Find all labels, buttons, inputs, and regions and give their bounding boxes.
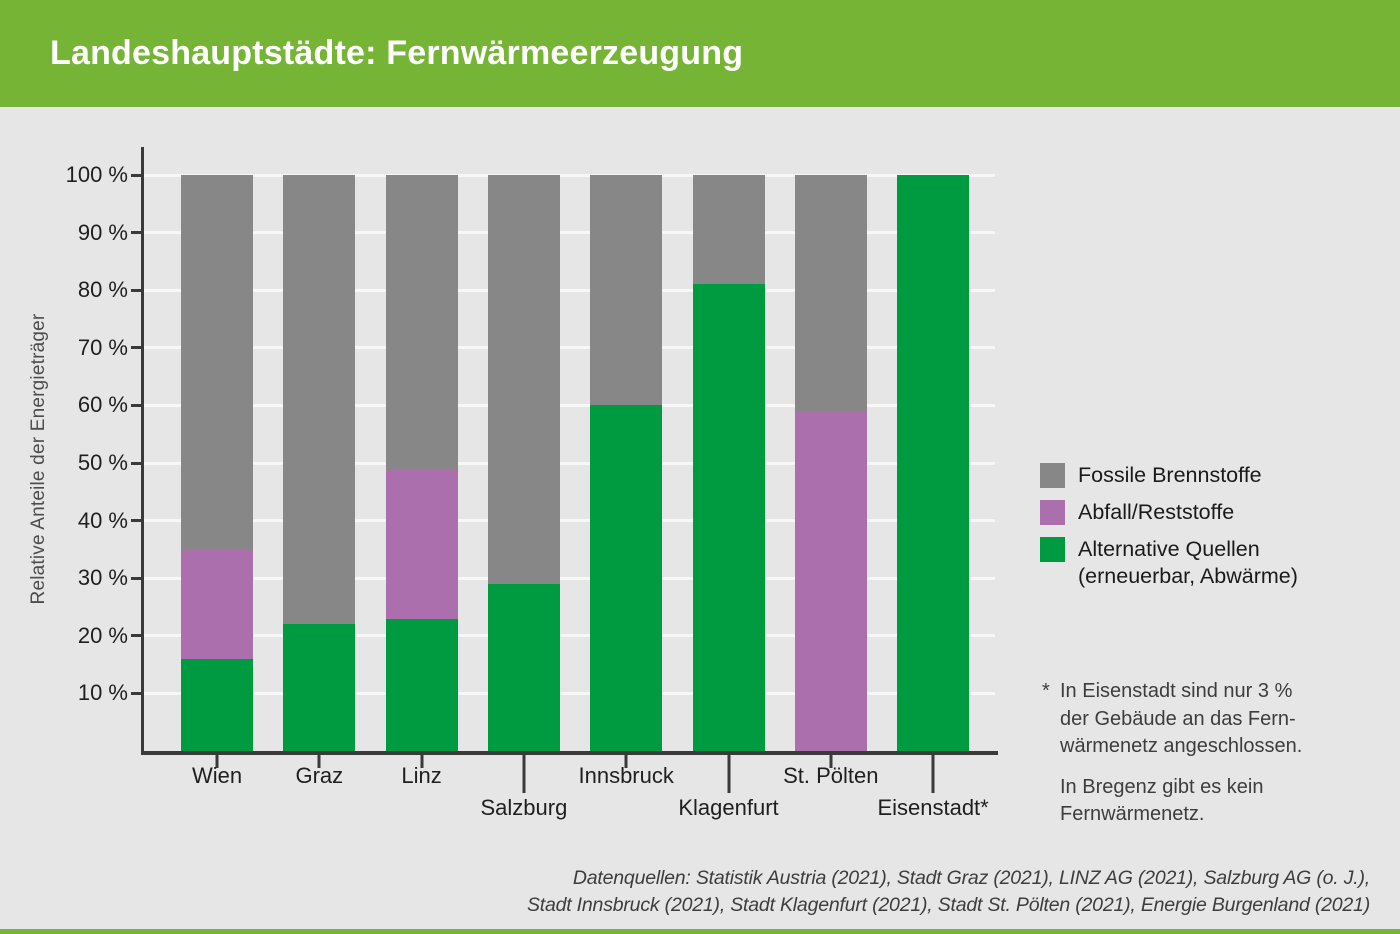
footnote-paragraph-bregenz: In Bregenz gibt es kein Fernwärmenetz. xyxy=(1060,774,1342,829)
legend-label-2: Alternative Quellen (erneuerbar, Abwärme… xyxy=(1078,537,1298,588)
y-tick-label: 50 % xyxy=(77,450,128,475)
x-tick-Innsbruck xyxy=(624,755,628,768)
y-tick-40% xyxy=(131,519,141,523)
asterisk-marker: * xyxy=(1042,680,1050,702)
y-tick-label: 40 % xyxy=(77,507,128,533)
x-tick-Linz xyxy=(420,755,424,768)
legend-swatch-2 xyxy=(1040,537,1065,562)
legend-item-1: Abfall/Reststoffe xyxy=(1040,499,1298,526)
gridline-40% xyxy=(144,519,995,523)
legend-item-0: Fossile Brennstoffe xyxy=(1040,462,1298,489)
data-sources-text: Datenquellen: Statistik Austria (2021), … xyxy=(526,867,1370,916)
bar-Graz-alternative xyxy=(283,624,356,751)
y-tick-90% xyxy=(131,231,141,235)
y-tick-30% xyxy=(131,576,141,580)
gridline-90% xyxy=(144,231,995,235)
bar-Wien-fossil xyxy=(181,175,253,550)
legend-swatch-1 xyxy=(1040,500,1065,525)
bar-StPölten-abfall xyxy=(794,411,867,751)
x-tick-Klagenfurt xyxy=(727,755,730,793)
y-tick-label: 10 % xyxy=(77,680,128,706)
x-tick-Graz xyxy=(317,755,321,768)
y-tick-label: 60 % xyxy=(77,392,128,418)
legend-label-1: Abfall/Reststoffe xyxy=(1078,500,1235,524)
legend-label-0: Fossile Brennstoffe xyxy=(1078,463,1262,487)
y-tick-label: 100 % xyxy=(65,162,128,187)
bar-Graz-fossil xyxy=(283,175,356,625)
x-tick-Eisenstadt xyxy=(931,755,935,793)
y-tick-80% xyxy=(131,288,141,292)
chart-legend: Fossile Brennstoffe Abfall/Reststoffe Alte… xyxy=(1040,462,1298,600)
y-tick-label: 20 % xyxy=(77,622,128,648)
page-title: Landeshauptstädte: Fernwärmeerzeugung xyxy=(50,34,744,72)
gridline-30% xyxy=(144,576,995,580)
gridline-80% xyxy=(144,288,995,292)
bar-Linz-abfall xyxy=(385,468,458,619)
category-label-Salzburg: Salzburg xyxy=(480,795,568,820)
category-label-Eisenstadt: Eisenstadt* xyxy=(877,795,989,820)
bar-Innsbruck-alternative xyxy=(590,405,663,751)
legend-swatch-0 xyxy=(1040,463,1065,488)
bar-Wien-alternative xyxy=(181,658,253,751)
bar-Klagenfurt-fossil xyxy=(692,175,765,285)
gridline-10% xyxy=(144,691,995,695)
bar-StPölten-fossil xyxy=(794,175,867,412)
gridline-50% xyxy=(144,461,995,465)
gridline-60% xyxy=(144,403,995,407)
y-axis-line xyxy=(141,147,144,755)
category-label-Innsbruck: Innsbruck xyxy=(578,763,674,788)
y-tick-label: 80 % xyxy=(77,277,128,303)
x-tick-Wien xyxy=(215,755,219,768)
legend-item-2: Alternative Quellen (erneuerbar, Abwärme… xyxy=(1040,536,1298,590)
bar-Linz-alternative xyxy=(385,618,458,751)
gridline-70% xyxy=(144,346,995,350)
footnote-text-bregenz: In Bregenz gibt es kein Fernwärmenetz. xyxy=(1060,775,1264,826)
bar-Klagenfurt-alternative xyxy=(692,284,765,751)
y-tick-50% xyxy=(131,461,141,465)
footnote-paragraph-eisenstadt: * In Eisenstadt sind nur 3 % der Gebäude… xyxy=(1042,678,1342,761)
y-tick-20% xyxy=(131,634,141,638)
footnote-text-eisenstadt: In Eisenstadt sind nur 3 % der Gebäude a… xyxy=(1060,680,1303,757)
bar-Eisenstadt-alternative xyxy=(897,175,970,751)
category-label-Linz: Linz xyxy=(401,763,442,788)
y-tick-60% xyxy=(131,403,141,407)
bar-Wien-abfall xyxy=(181,549,253,659)
bottom-accent-strip xyxy=(0,929,1400,934)
footnote: * In Eisenstadt sind nur 3 % der Gebäude… xyxy=(1042,678,1342,829)
bar-Salzburg-fossil xyxy=(487,175,560,584)
y-tick-10% xyxy=(131,691,141,695)
x-tick-Salzburg xyxy=(522,755,526,793)
gridline-100% xyxy=(144,173,995,177)
y-tick-100% xyxy=(131,173,141,177)
x-tick-StPölten xyxy=(829,755,833,768)
category-label-Graz: Graz xyxy=(295,763,344,788)
gridline-20% xyxy=(144,634,995,638)
y-tick-label: 70 % xyxy=(77,334,128,360)
y-tick-70% xyxy=(131,346,141,350)
category-label-Wien: Wien xyxy=(191,763,243,788)
bar-Salzburg-alternative xyxy=(487,583,560,751)
x-axis-line xyxy=(141,751,998,755)
y-tick-label: 30 % xyxy=(77,565,128,591)
bar-Innsbruck-fossil xyxy=(590,175,663,406)
bar-Linz-fossil xyxy=(385,175,458,469)
title-banner: Landeshauptstädte: Fernwärmeerzeugung xyxy=(0,0,1400,107)
category-label-Klagenfurt: Klagenfurt xyxy=(678,795,779,820)
y-tick-label: 90 % xyxy=(77,219,128,245)
category-label-StPölten: St. Pölten xyxy=(783,763,879,788)
